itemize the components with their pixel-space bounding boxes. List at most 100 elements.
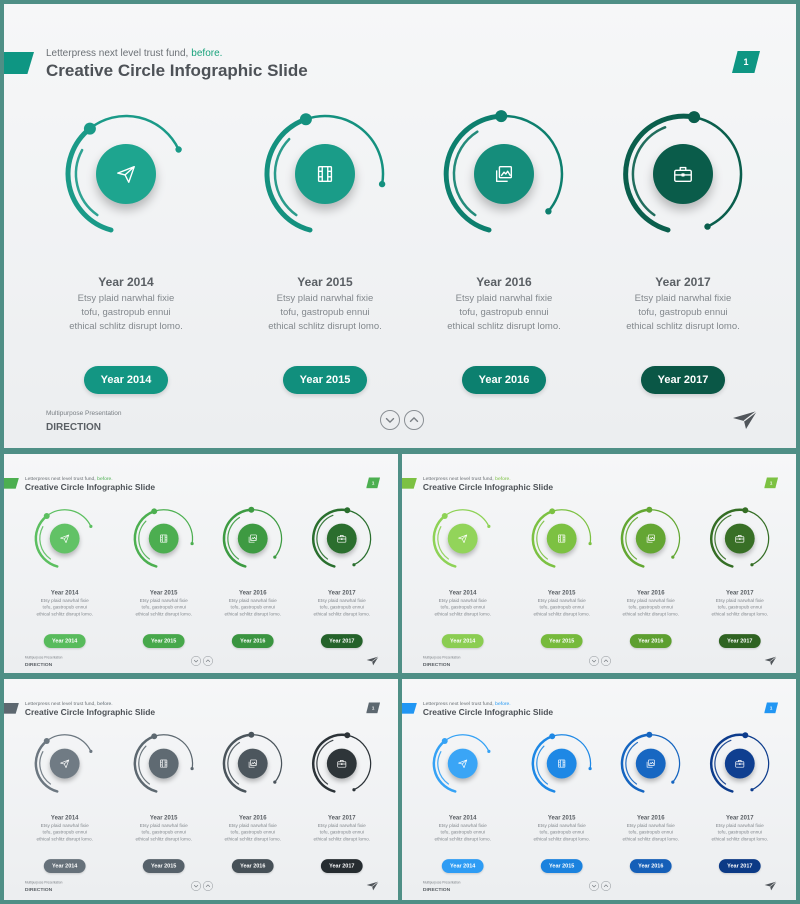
nav-down-button[interactable] <box>380 410 400 430</box>
description-line: tofu, gastropub ennui <box>539 604 584 611</box>
slide-slate: Letterpress next level trust fund,before… <box>4 679 398 900</box>
nav-up-button[interactable] <box>600 655 611 666</box>
year-button-2[interactable]: Year 2015 <box>540 859 583 874</box>
nav-up-button[interactable] <box>202 880 213 891</box>
slide-subtitle: Letterpress next level trust fund,before… <box>423 701 511 706</box>
description-line: ethical schlitz disrupt lomo. <box>268 321 382 332</box>
subtitle-text: Letterpress next level trust fund, <box>422 700 494 707</box>
description-line: tofu, gastropub ennui <box>141 829 186 836</box>
film-icon <box>558 534 566 543</box>
subtitle-highlight: before. <box>495 700 511 707</box>
progress-ring <box>312 732 372 793</box>
year-icon-circle <box>326 523 357 554</box>
slide-content: Letterpress next level trust fund,before… <box>4 4 792 444</box>
description-line: tofu, gastropub ennui <box>230 604 275 611</box>
year-button-1[interactable]: Year 2014 <box>441 634 484 649</box>
subtitle-highlight: before. <box>191 48 223 59</box>
progress-ring <box>34 734 93 793</box>
progress-ring <box>620 731 681 793</box>
year-icon-circle <box>148 748 179 779</box>
nav-down-button[interactable] <box>191 655 201 666</box>
year-button-2[interactable]: Year 2015 <box>283 366 367 394</box>
chevron-up-icon <box>409 417 419 423</box>
year-button-1[interactable]: Year 2014 <box>43 859 86 874</box>
description-line: Etsy plaid narwhal fixie <box>715 822 764 829</box>
description-line: ethical schlitz disrupt lomo. <box>622 611 679 618</box>
year-button-3[interactable]: Year 2016 <box>462 366 546 394</box>
year-button-1[interactable]: Year 2014 <box>441 859 484 874</box>
description-line: Etsy plaid narwhal fixie <box>276 293 374 304</box>
description-line: tofu, gastropub ennui <box>638 307 728 318</box>
description-line: ethical schlitz disrupt lomo. <box>36 611 93 618</box>
slide-content: Letterpress next level trust fund,before… <box>402 679 794 898</box>
description-line: Etsy plaid narwhal fixie <box>455 293 553 304</box>
description-line: Etsy plaid narwhal fixie <box>634 293 732 304</box>
year-button-4[interactable]: Year 2017 <box>320 634 363 649</box>
paper-plane-icon <box>60 534 70 544</box>
footer-brand: DIRECTION <box>46 422 101 433</box>
year-heading: Year 2014 <box>448 588 477 596</box>
nav-down-button[interactable] <box>589 655 599 666</box>
year-button-4[interactable]: Year 2017 <box>718 634 761 649</box>
nav-up-button[interactable] <box>202 655 213 666</box>
year-description: Etsy plaid narwhal fixie tofu, gastropub … <box>413 822 512 843</box>
year-button-4[interactable]: Year 2017 <box>718 859 761 874</box>
year-description: Etsy plaid narwhal fixie tofu, gastropub … <box>292 822 391 843</box>
year-button-3[interactable]: Year 2016 <box>231 859 274 874</box>
photos-icon <box>248 534 257 543</box>
year-button-2[interactable]: Year 2015 <box>142 859 185 874</box>
year-description: Etsy plaid narwhal fixie tofu, gastropub … <box>15 822 114 843</box>
nav-down-button[interactable] <box>191 880 201 891</box>
progress-ring <box>443 110 564 233</box>
slide-lime: Letterpress next level trust fund,before… <box>402 454 796 673</box>
description-line: Etsy plaid narwhal fixie <box>40 822 89 829</box>
film-icon <box>317 165 333 183</box>
progress-ring <box>222 731 283 793</box>
year-button-4[interactable]: Year 2017 <box>641 366 725 394</box>
year-button-3[interactable]: Year 2016 <box>231 634 274 649</box>
nav-up-button[interactable] <box>404 410 424 430</box>
description-line: tofu, gastropub ennui <box>141 604 186 611</box>
description-line: tofu, gastropub ennui <box>319 829 364 836</box>
footer-subtitle: Multipurpose Presentation <box>24 880 63 885</box>
subtitle-text: Letterpress next level trust fund, <box>46 48 189 59</box>
nav-up-button[interactable] <box>600 880 611 891</box>
accent-bar <box>4 477 19 489</box>
progress-ring <box>222 506 283 568</box>
year-icon-circle <box>653 144 713 204</box>
paper-plane-icon <box>458 534 468 544</box>
year-button-2[interactable]: Year 2015 <box>142 634 185 649</box>
slide-subtitle: Letterpress next level trust fund,before… <box>423 476 511 481</box>
year-description: Etsy plaid narwhal fixie tofu, gastropub … <box>690 597 789 618</box>
footer-brand: DIRECTION <box>24 661 53 668</box>
nav-down-button[interactable] <box>589 880 599 891</box>
description-line: ethical schlitz disrupt lomo. <box>434 836 491 843</box>
year-button-2[interactable]: Year 2015 <box>540 634 583 649</box>
year-heading: Year 2017 <box>328 813 356 821</box>
year-button-4[interactable]: Year 2017 <box>320 859 363 874</box>
progress-ring <box>133 733 194 793</box>
year-description: Etsy plaid narwhal fixie tofu, gastropub … <box>114 597 213 618</box>
subtitle-text: Letterpress next level trust fund, <box>422 475 494 482</box>
paper-plane-logo-icon <box>733 410 758 429</box>
year-button-1[interactable]: Year 2014 <box>43 634 86 649</box>
year-button-3[interactable]: Year 2016 <box>629 859 672 874</box>
description-line: tofu, gastropub ennui <box>459 307 549 318</box>
year-icon-circle <box>49 748 80 779</box>
slide-blue: Letterpress next level trust fund,before… <box>402 679 796 900</box>
progress-ring <box>133 508 194 568</box>
description-line: Etsy plaid narwhal fixie <box>438 822 487 829</box>
description-line: Etsy plaid narwhal fixie <box>317 597 366 604</box>
progress-ring <box>312 507 372 568</box>
year-description: Etsy plaid narwhal fixie tofu, gastropub … <box>114 822 213 843</box>
description-line: Etsy plaid narwhal fixie <box>537 597 586 604</box>
subtitle-highlight: before. <box>495 475 511 482</box>
year-button-1[interactable]: Year 2014 <box>84 366 168 394</box>
year-heading: Year 2014 <box>98 275 154 289</box>
slide-title: Creative Circle Infographic Slide <box>422 707 554 717</box>
description-line: ethical schlitz disrupt lomo. <box>224 836 281 843</box>
year-button-3[interactable]: Year 2016 <box>629 634 672 649</box>
slide-content: Letterpress next level trust fund,before… <box>4 679 396 898</box>
page-number-badge: 1 <box>764 477 779 489</box>
progress-ring <box>432 734 491 793</box>
